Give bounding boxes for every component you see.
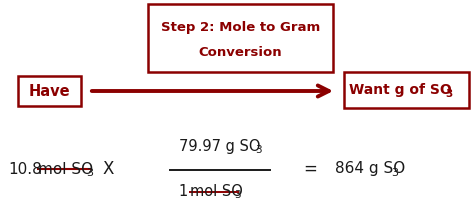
Text: mol SO: mol SO (38, 162, 93, 177)
FancyBboxPatch shape (18, 76, 81, 106)
Text: X: X (102, 160, 114, 178)
Text: =: = (303, 160, 317, 178)
Text: Step 2: Mole to Gram: Step 2: Mole to Gram (161, 21, 320, 34)
Text: 3: 3 (445, 89, 452, 98)
Text: 79.97 g SO: 79.97 g SO (179, 140, 261, 155)
Text: 864 g SO: 864 g SO (335, 162, 405, 177)
Text: Have: Have (29, 83, 70, 98)
Text: 3: 3 (234, 190, 241, 201)
FancyArrowPatch shape (92, 85, 329, 97)
Text: 10.8: 10.8 (8, 162, 42, 177)
Text: mol SO: mol SO (190, 184, 243, 199)
FancyBboxPatch shape (344, 72, 469, 108)
Text: 1: 1 (178, 184, 187, 199)
Text: Want g of SO: Want g of SO (349, 83, 452, 97)
Text: 3: 3 (86, 168, 93, 178)
Text: Conversion: Conversion (199, 46, 283, 59)
FancyBboxPatch shape (148, 4, 333, 72)
Text: 3: 3 (255, 145, 261, 155)
Text: 3: 3 (391, 168, 398, 178)
